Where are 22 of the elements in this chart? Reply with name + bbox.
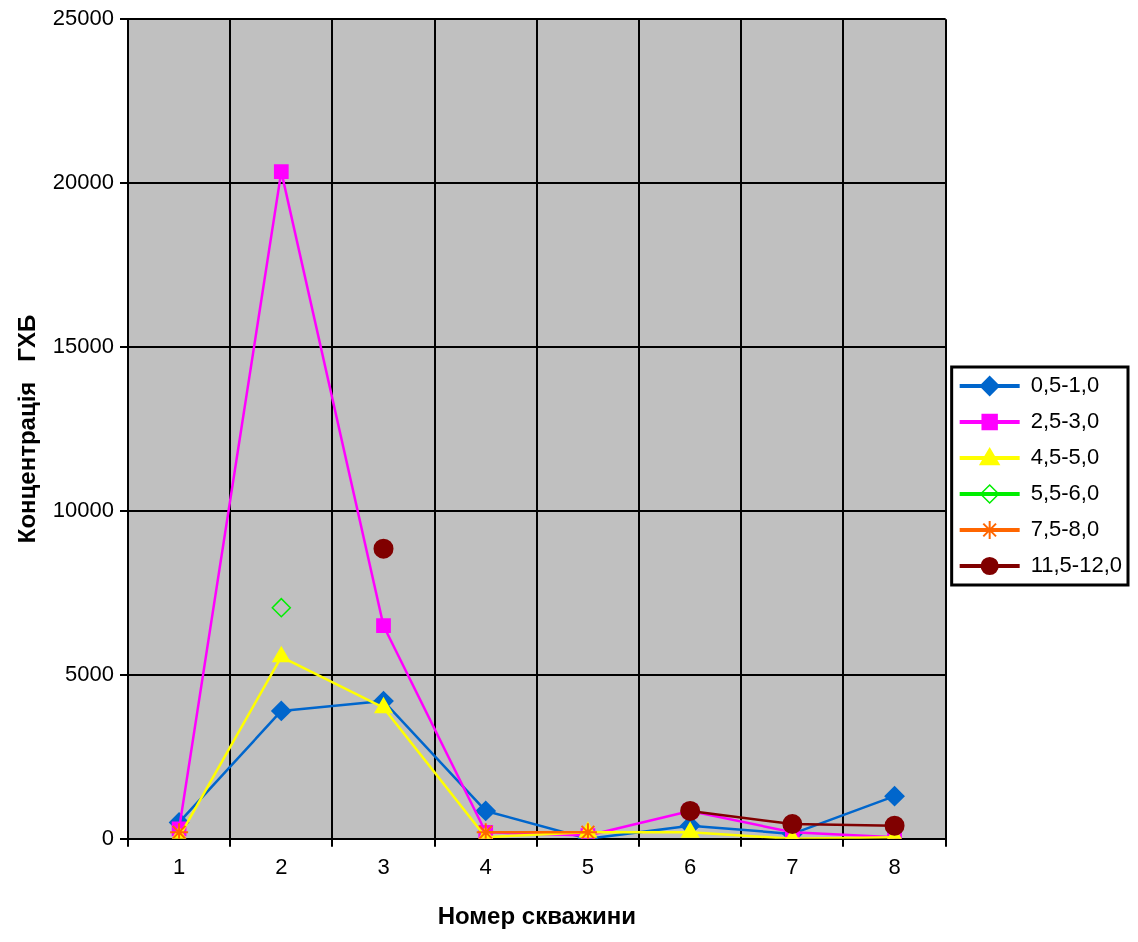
y-axis-title: Концентрація ГХБ (13, 314, 41, 544)
x-tick-label: 7 (786, 854, 799, 880)
x-axis-title: Номер скважини (437, 902, 636, 930)
y-tick-label: 5000 (65, 660, 114, 686)
legend-label: 0,5-1,0 (1030, 372, 1100, 398)
y-tick-label: 25000 (52, 5, 114, 31)
legend-label: 2,5-3,0 (1030, 408, 1100, 434)
x-tick-label: 5 (581, 854, 595, 880)
y-tick-label: 20000 (52, 169, 114, 195)
legend-label: 11,5-12,0 (1030, 552, 1123, 578)
y-tick-label: 10000 (52, 497, 114, 523)
x-tick-label: 4 (479, 854, 492, 880)
legend-label: 5,5-6,0 (1030, 480, 1100, 506)
legend-label: 4,5-5,0 (1030, 444, 1100, 470)
x-tick-label: 1 (172, 854, 186, 880)
y-tick-label: 15000 (52, 333, 114, 359)
x-tick-label: 2 (275, 854, 288, 880)
x-tick-label: 8 (888, 854, 901, 880)
legend-label: 7,5-8,0 (1030, 516, 1100, 542)
y-tick-label: 0 (101, 824, 114, 850)
x-tick-label: 6 (684, 854, 697, 880)
x-tick-label: 3 (377, 854, 390, 880)
